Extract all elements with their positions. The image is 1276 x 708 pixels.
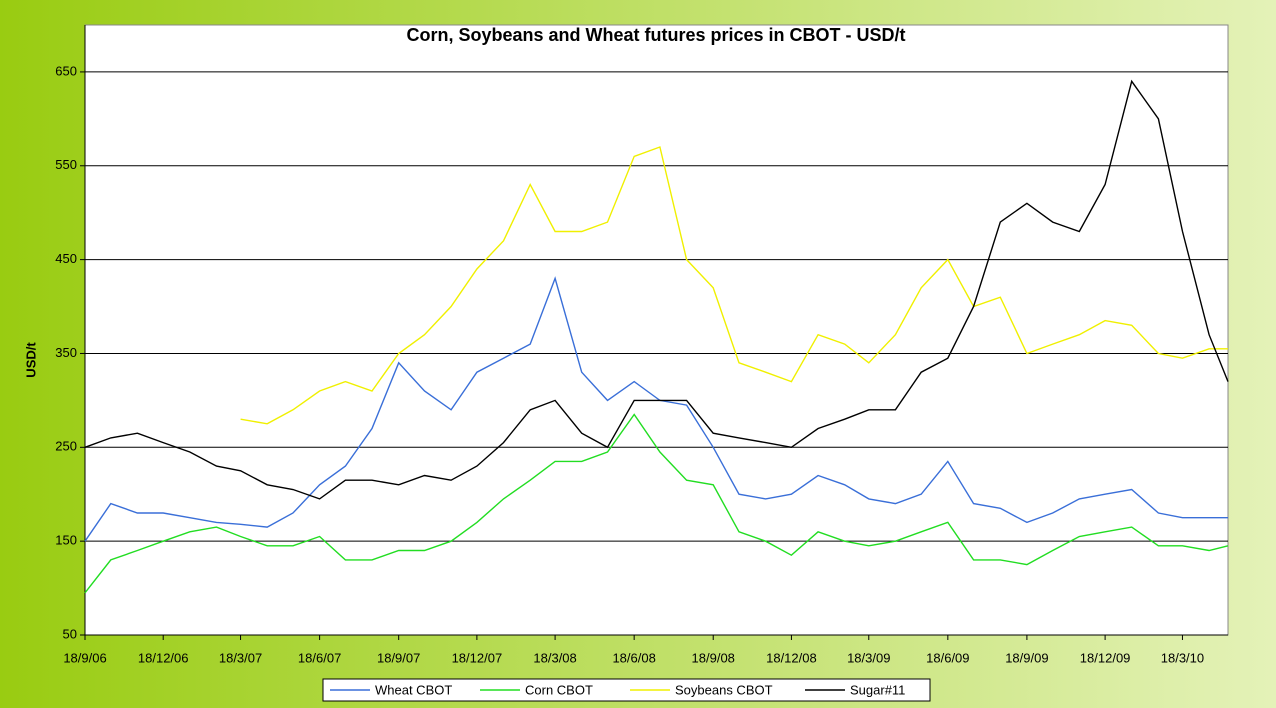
legend-label: Corn CBOT <box>525 682 593 697</box>
x-tick-label: 18/12/06 <box>138 650 189 665</box>
x-tick-label: 18/12/08 <box>766 650 817 665</box>
x-tick-label: 18/6/09 <box>926 650 969 665</box>
legend-label: Sugar#11 <box>850 682 905 697</box>
x-tick-label: 18/3/09 <box>847 650 890 665</box>
y-tick-label: 450 <box>55 251 77 266</box>
x-tick-label: 18/9/07 <box>377 650 420 665</box>
plot-area <box>84 24 1229 636</box>
y-tick-label: 50 <box>63 626 77 641</box>
x-tick-label: 18/3/07 <box>219 650 262 665</box>
chart-title: Corn, Soybeans and Wheat futures prices … <box>406 25 905 45</box>
x-tick-label: 18/12/07 <box>452 650 503 665</box>
y-axis-label: USD/t <box>23 342 38 378</box>
y-tick-label: 650 <box>55 63 77 78</box>
y-tick-label: 250 <box>55 439 77 454</box>
x-tick-label: 18/6/07 <box>298 650 341 665</box>
series-line <box>84 413 1229 594</box>
y-tick-label: 350 <box>55 345 77 360</box>
legend-label: Soybeans CBOT <box>675 682 773 697</box>
x-tick-label: 18/6/08 <box>612 650 655 665</box>
legend <box>322 678 931 702</box>
x-tick-label: 18/9/09 <box>1005 650 1048 665</box>
x-tick-label: 18/12/09 <box>1080 650 1131 665</box>
x-tick-label: 18/3/10 <box>1161 650 1204 665</box>
y-tick-label: 150 <box>55 533 77 548</box>
y-tick-label: 550 <box>55 157 77 172</box>
series-line <box>84 79 1229 500</box>
x-tick-label: 18/9/06 <box>63 650 106 665</box>
x-tick-label: 18/3/08 <box>533 650 576 665</box>
x-tick-label: 18/9/08 <box>692 650 735 665</box>
series-line <box>240 146 1228 425</box>
legend-label: Wheat CBOT <box>375 682 452 697</box>
